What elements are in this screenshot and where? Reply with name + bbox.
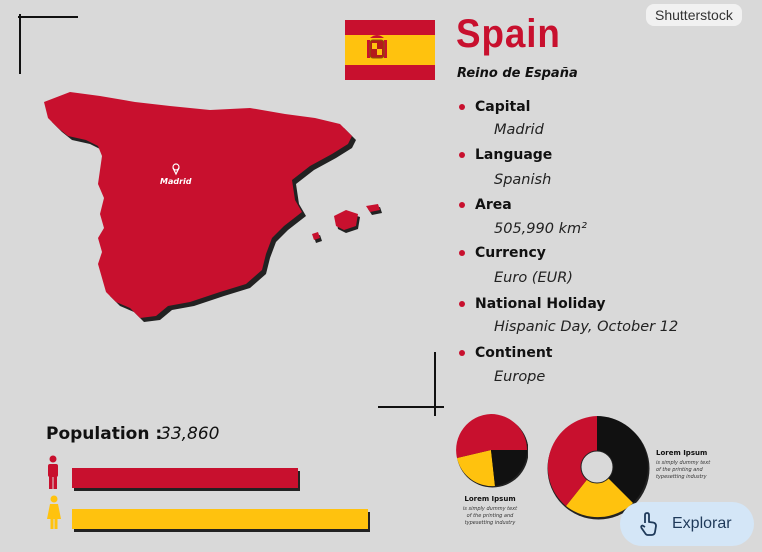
touch-icon [640,512,657,536]
info-label-currency: Currency [475,245,546,261]
explore-button[interactable]: Explorar [620,502,754,546]
female-icon [47,495,61,529]
pie-chart-1 [456,414,528,488]
info-value-currency: Euro (EUR) [494,270,573,286]
chart-1-title: Lorem Ipsum [464,495,516,503]
male-icon [48,455,58,489]
population-label: Population : [46,424,163,444]
country-title: Spain [456,12,561,56]
info-value-language: Spanish [494,172,552,188]
info-value-national-holiday: Hispanic Day, October 12 [494,319,679,335]
info-label-language: Language [475,147,553,163]
info-label-capital: Capital [475,99,531,115]
shutterstock-badge: Shutterstock [646,4,742,26]
info-value-continent: Europe [494,369,546,385]
population-value: 33,860 [160,424,220,444]
country-subtitle: Reino de España [457,66,578,81]
spain-flag [345,20,435,80]
chart-2-text: is simply dummy text of the printing and… [656,460,711,480]
chart-1-text: is simply dummy text of the printing and… [462,506,518,526]
explore-button-label: Explorar [672,515,732,532]
info-value-capital: Madrid [494,122,544,138]
female-population-bar [72,509,368,529]
spain-map [44,92,382,322]
info-label-national-holiday: National Holiday [475,296,606,312]
donut-chart-2 [547,416,650,520]
mainland [44,92,352,318]
male-population-bar [72,468,298,488]
coat-of-arms-icon [367,35,387,59]
map-pin-icon [172,163,180,176]
city-label-madrid: Madrid [160,177,192,186]
info-label-continent: Continent [475,345,553,361]
balearic-islands [334,210,358,230]
chart-2-title: Lorem Ipsum [656,449,708,457]
info-value-area: 505,990 km² [494,221,587,237]
info-label-area: Area [475,197,512,213]
